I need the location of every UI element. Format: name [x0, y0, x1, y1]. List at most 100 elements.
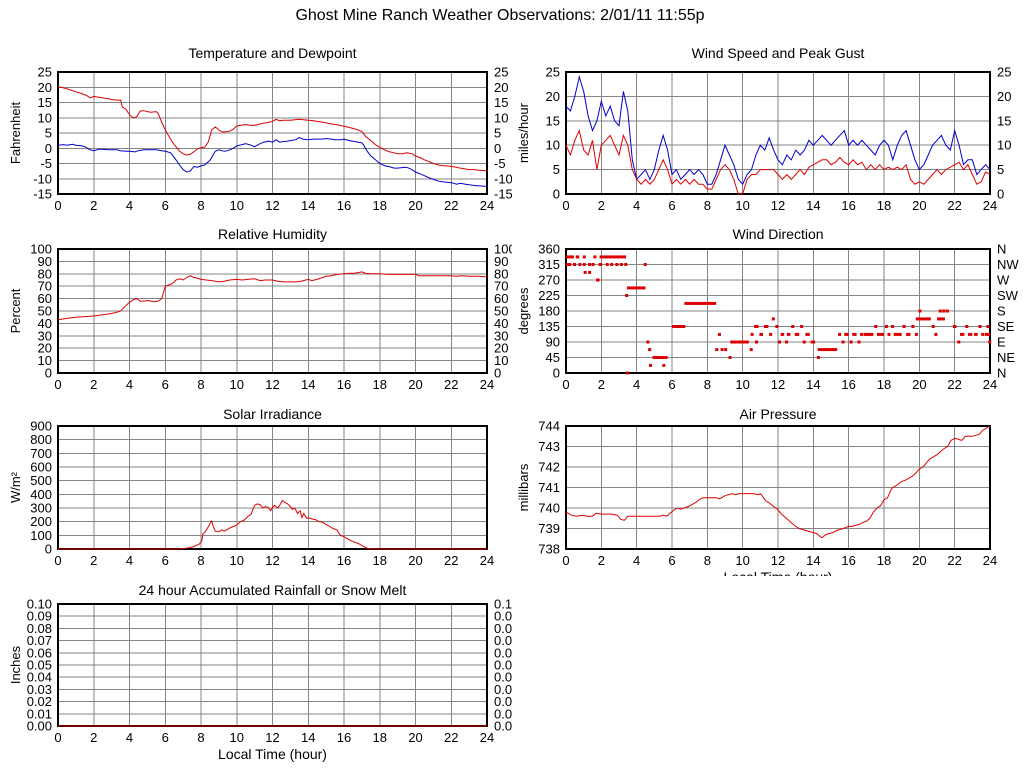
svg-text:0: 0 — [54, 198, 61, 213]
svg-text:16: 16 — [337, 730, 351, 745]
svg-text:24: 24 — [480, 553, 494, 568]
svg-text:0.08: 0.08 — [27, 621, 52, 636]
svg-text:2: 2 — [90, 198, 97, 213]
x-axis-tick-labels: 0 2 4 6 8 10 12 14 16 18 20 22 24 — [562, 377, 997, 392]
y-axis-tick-labels: 0 0 5 5 10 10 15 15 20 20 25 25 — [546, 65, 1012, 202]
x-axis-tick-labels: 0 2 4 6 8 10 12 14 16 18 20 22 24 — [54, 377, 494, 392]
svg-text:24: 24 — [480, 377, 494, 392]
y-axis-label: Inches — [8, 645, 23, 684]
svg-text:135: 135 — [538, 319, 560, 334]
svg-text:700: 700 — [30, 446, 52, 461]
svg-text:30: 30 — [38, 328, 52, 343]
svg-text:0: 0 — [553, 187, 560, 202]
svg-text:10: 10 — [494, 353, 508, 368]
svg-text:20: 20 — [494, 341, 508, 356]
svg-text:45: 45 — [546, 350, 560, 365]
svg-text:90: 90 — [546, 335, 560, 350]
y-axis-label: degrees — [516, 287, 531, 334]
svg-text:20: 20 — [408, 730, 422, 745]
svg-text:742: 742 — [538, 460, 560, 475]
svg-text:225: 225 — [538, 288, 560, 303]
svg-text:5: 5 — [553, 162, 560, 177]
svg-text:8: 8 — [197, 198, 204, 213]
svg-text:30: 30 — [494, 328, 508, 343]
svg-text:80: 80 — [38, 266, 52, 281]
svg-text:12: 12 — [265, 730, 279, 745]
svg-text:0.07: 0.07 — [27, 633, 52, 648]
svg-text:10: 10 — [997, 138, 1011, 153]
svg-text:0: 0 — [562, 377, 569, 392]
svg-text:20: 20 — [408, 553, 422, 568]
svg-text:15: 15 — [546, 113, 560, 128]
grid-lines — [57, 425, 488, 550]
svg-text:0.05: 0.05 — [494, 658, 512, 673]
svg-text:0: 0 — [997, 187, 1004, 202]
svg-text:741: 741 — [538, 480, 560, 495]
plot-frame — [57, 71, 488, 195]
svg-text:15: 15 — [494, 95, 508, 110]
svg-text:8: 8 — [197, 553, 204, 568]
svg-text:22: 22 — [947, 198, 961, 213]
x-axis-tick-labels: 0 2 4 6 8 10 12 14 16 18 20 22 24 — [562, 553, 997, 568]
svg-text:10: 10 — [230, 553, 244, 568]
y-axis-label: Fahrenheit — [8, 102, 23, 165]
svg-text:6: 6 — [668, 198, 675, 213]
svg-text:SE: SE — [997, 319, 1015, 334]
plot-frame — [565, 425, 991, 550]
svg-text:18: 18 — [877, 377, 891, 392]
svg-text:270: 270 — [538, 273, 560, 288]
svg-text:0.00: 0.00 — [494, 719, 512, 734]
svg-text:24: 24 — [983, 553, 997, 568]
svg-text:24: 24 — [983, 198, 997, 213]
svg-text:4: 4 — [126, 198, 133, 213]
svg-text:4: 4 — [633, 377, 640, 392]
svg-text:100: 100 — [30, 528, 52, 543]
svg-text:70: 70 — [494, 279, 508, 294]
svg-text:0.01: 0.01 — [27, 706, 52, 721]
chart-title: Wind Speed and Peak Gust — [692, 45, 865, 61]
svg-text:16: 16 — [337, 198, 351, 213]
svg-text:18: 18 — [373, 198, 387, 213]
svg-text:24: 24 — [480, 730, 494, 745]
svg-text:0.03: 0.03 — [494, 682, 512, 697]
svg-text:740: 740 — [538, 501, 560, 516]
svg-text:90: 90 — [494, 254, 508, 269]
svg-text:0: 0 — [494, 366, 501, 381]
rainfall-chart: 24 hour Accumulated Rainfall or Snow Mel… — [0, 576, 512, 768]
grid-lines — [565, 425, 991, 550]
plot-frame — [57, 425, 488, 550]
svg-text:14: 14 — [301, 730, 315, 745]
x-axis-label: Local Time (hour) — [724, 569, 833, 576]
series-dewpoint — [57, 137, 488, 187]
series-wind-speed — [565, 129, 991, 195]
temperature-dewpoint-chart: Temperature and Dewpoint -15 -15 -10 -10 -5 -5… — [0, 40, 512, 222]
svg-text:500: 500 — [30, 473, 52, 488]
svg-text:5: 5 — [997, 162, 1004, 177]
svg-text:14: 14 — [806, 377, 820, 392]
x-axis-tick-labels: 0 2 4 6 8 10 12 14 16 18 20 22 24 — [54, 553, 494, 568]
svg-text:20: 20 — [408, 377, 422, 392]
svg-text:400: 400 — [30, 487, 52, 502]
svg-text:20: 20 — [38, 341, 52, 356]
svg-text:0: 0 — [562, 198, 569, 213]
x-axis-tick-labels: 0 2 4 6 8 10 12 14 16 18 20 22 24 — [54, 730, 494, 745]
svg-text:10: 10 — [230, 198, 244, 213]
svg-text:8: 8 — [197, 730, 204, 745]
svg-text:S: S — [997, 304, 1006, 319]
svg-text:12: 12 — [265, 198, 279, 213]
svg-text:2: 2 — [90, 377, 97, 392]
svg-text:5: 5 — [45, 126, 52, 141]
svg-text:0.02: 0.02 — [494, 694, 512, 709]
svg-text:360: 360 — [538, 242, 560, 257]
series-temperature — [57, 86, 488, 172]
rainfall-plot: 24 hour Accumulated Rainfall or Snow Mel… — [8, 582, 512, 762]
svg-text:8: 8 — [704, 553, 711, 568]
svg-text:0: 0 — [562, 553, 569, 568]
svg-text:0: 0 — [54, 553, 61, 568]
chart-title: Solar Irradiance — [223, 406, 322, 422]
svg-text:12: 12 — [771, 377, 785, 392]
svg-text:12: 12 — [771, 553, 785, 568]
temperature-dewpoint-plot: Temperature and Dewpoint-15 -15-10 -10-5 -5… — [8, 45, 512, 213]
svg-text:E: E — [997, 335, 1006, 350]
